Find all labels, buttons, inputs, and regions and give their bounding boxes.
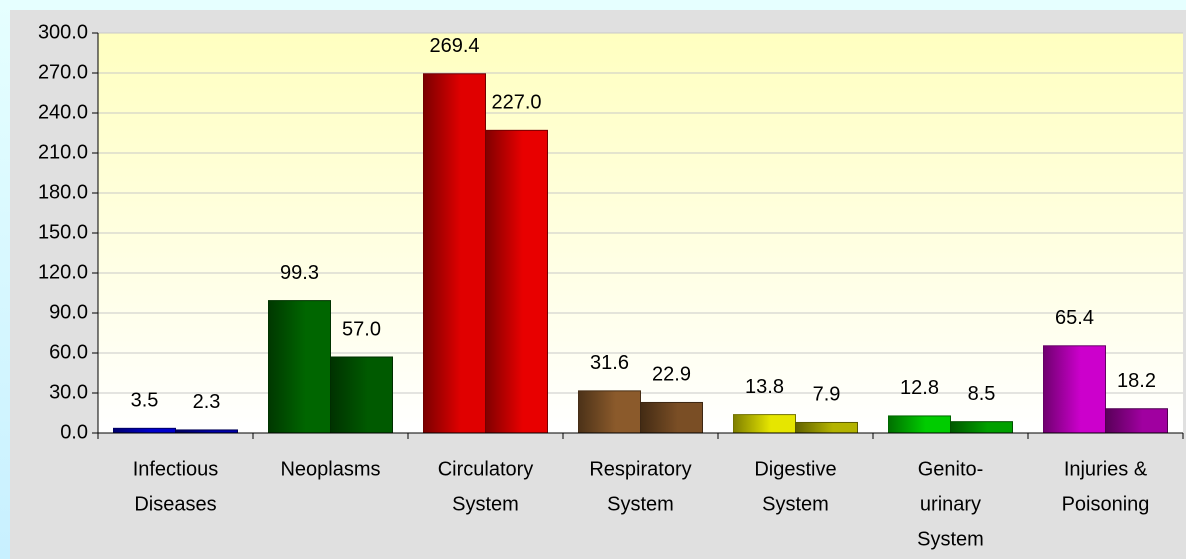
bar	[268, 300, 331, 434]
bar	[485, 129, 548, 434]
bar	[888, 415, 951, 434]
data-label: 57.0	[342, 318, 381, 340]
bar	[423, 73, 486, 434]
data-label: 31.6	[590, 352, 629, 374]
y-tick-label: 0.0	[60, 421, 88, 443]
data-label: 7.9	[813, 384, 841, 406]
bar	[640, 401, 703, 434]
y-tick-label: 30.0	[49, 381, 88, 403]
data-label: 13.8	[745, 376, 784, 398]
x-tick-label: System	[762, 493, 829, 515]
x-tick-label: Neoplasms	[280, 458, 380, 480]
bar	[578, 390, 641, 434]
data-label: 99.3	[280, 262, 319, 284]
bar	[1043, 345, 1106, 434]
data-label: 227.0	[491, 92, 541, 114]
x-tick-label: Respiratory	[589, 458, 691, 480]
x-tick-label: System	[452, 493, 519, 515]
x-tick-label: Infectious	[133, 458, 219, 480]
y-tick-label: 300.0	[38, 21, 88, 43]
data-label: 269.4	[429, 35, 479, 57]
data-label: 12.8	[900, 377, 939, 399]
y-tick-label: 120.0	[38, 261, 88, 283]
bar	[950, 421, 1013, 434]
x-tick-label: Circulatory	[438, 458, 534, 480]
y-tick-label: 240.0	[38, 101, 88, 123]
x-tick-label: System	[917, 528, 984, 550]
bar	[795, 421, 858, 434]
data-label: 18.2	[1117, 370, 1156, 392]
x-tick-label: Poisoning	[1062, 493, 1150, 515]
data-label: 2.3	[193, 391, 221, 413]
y-tick-label: 210.0	[38, 141, 88, 163]
data-label: 8.5	[968, 383, 996, 405]
x-tick-label: System	[607, 493, 674, 515]
x-tick-label: Digestive	[754, 458, 836, 480]
bar	[113, 427, 176, 434]
x-tick-label: Injuries &	[1064, 458, 1148, 480]
y-tick-label: 150.0	[38, 221, 88, 243]
x-tick-label: Genito-	[918, 458, 984, 480]
y-tick-label: 60.0	[49, 341, 88, 363]
bar	[733, 414, 796, 434]
data-label: 65.4	[1055, 307, 1094, 329]
data-label: 22.9	[652, 364, 691, 386]
y-tick-label: 90.0	[49, 301, 88, 323]
bar	[330, 356, 393, 434]
bar	[1105, 408, 1168, 434]
y-tick-label: 180.0	[38, 181, 88, 203]
x-tick-label: urinary	[920, 493, 981, 515]
data-label: 3.5	[131, 390, 159, 412]
y-tick-label: 270.0	[38, 61, 88, 83]
x-tick-label: Diseases	[134, 493, 216, 515]
